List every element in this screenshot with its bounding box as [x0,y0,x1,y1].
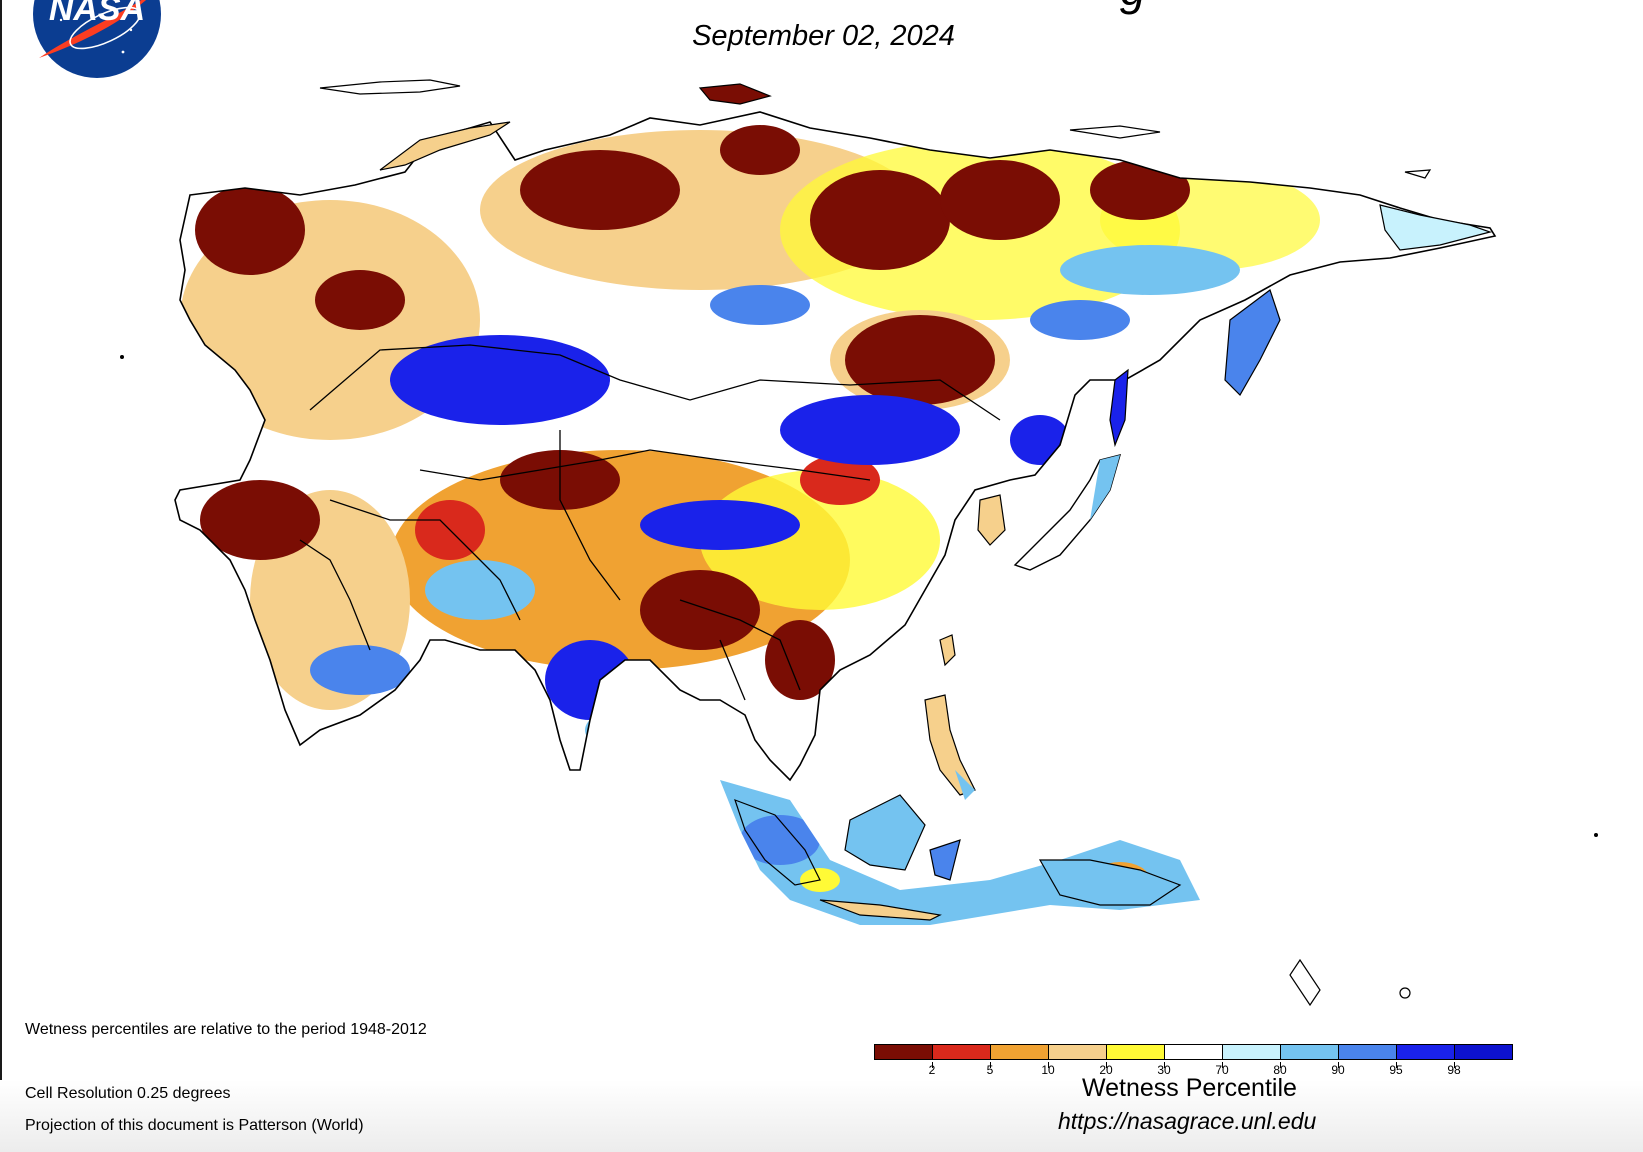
colorbar-tick-label: 10 [1041,1063,1055,1077]
colorbar-tick [1338,1062,1339,1068]
colorbar-tick [932,1062,933,1068]
colorbar-tick [1222,1062,1223,1068]
colorbar-tick-label: 5 [986,1063,994,1077]
projection-note: Projection of this document is Patterson… [25,1117,364,1134]
colorbar-swatch [1338,1044,1397,1060]
page-title: g [1120,0,1146,16]
nasa-meatball-icon: NASA [33,0,161,78]
colorbar-tick-label: 2 [928,1063,936,1077]
baseline-note: Wetness percentiles are relative to the … [25,1021,427,1038]
colorbar-tick-label: 30 [1157,1063,1171,1077]
left-border [0,0,2,1152]
colorbar-tick [1396,1062,1397,1068]
bottom-shade [0,1080,1643,1152]
legend-title: Wetness Percentile [1082,1074,1297,1102]
colorbar-swatch [1048,1044,1107,1060]
colorbar-tick [1106,1062,1107,1068]
colorbar-tick [1454,1062,1455,1068]
colorbar-tick-label: 90 [1331,1063,1345,1077]
colorbar-tick [990,1062,991,1068]
colorbar-swatch [1164,1044,1223,1060]
colorbar-swatch [932,1044,991,1060]
colorbar-swatch [1280,1044,1339,1060]
colorbar-swatch [1396,1044,1455,1060]
colorbar-tick-label: 70 [1215,1063,1229,1077]
colorbar-tick-label: 20 [1099,1063,1113,1077]
colorbar-swatch [1222,1044,1281,1060]
resolution-note: Cell Resolution 0.25 degrees [25,1085,231,1102]
colorbar-tick-label: 95 [1389,1063,1403,1077]
colorbar-tick [1048,1062,1049,1068]
colorbar-tick-label: 98 [1447,1063,1461,1077]
colorbar-swatch [1454,1044,1513,1060]
colorbar-tick [1280,1062,1281,1068]
colorbar-tick [1164,1062,1165,1068]
colorbar-swatch [1106,1044,1165,1060]
colorbar-swatch [990,1044,1049,1060]
logo-text: NASA [49,0,145,28]
map-date: September 02, 2024 [692,20,955,52]
colorbar-swatch [874,1044,933,1060]
source-url: https://nasagrace.unl.edu [1058,1108,1317,1134]
colorbar-tick-label: 80 [1273,1063,1287,1077]
